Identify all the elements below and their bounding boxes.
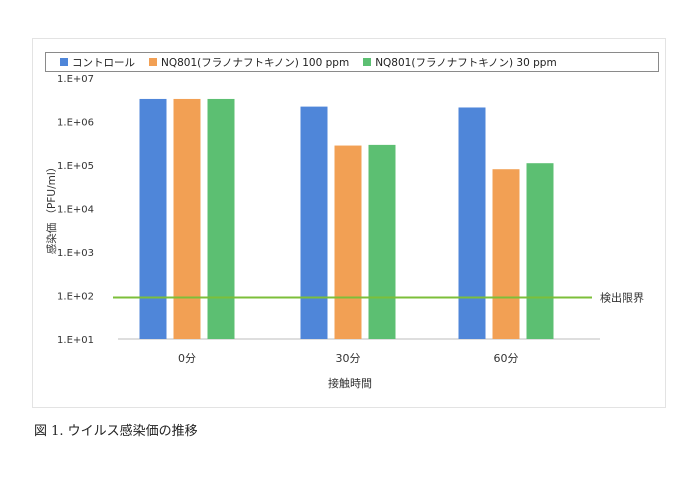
figure-caption: 図 1. ウイルス感染価の推移 <box>34 424 198 439</box>
legend-label-control: コントロール <box>72 56 135 69</box>
chart-frame <box>32 38 666 408</box>
y-axis-title: 感染価 （PFU/ml） <box>45 162 58 255</box>
legend-item-30ppm: NQ801(フラノナフトキノン) 30 ppm <box>363 55 557 70</box>
x-axis-title: 接触時間 <box>328 376 372 390</box>
x-tick-label: 60分 <box>494 352 519 365</box>
bar <box>139 98 167 339</box>
legend-swatch-control <box>60 58 68 66</box>
y-tick-label: 1.E+02 <box>57 292 94 303</box>
bar <box>207 98 235 339</box>
y-tick-label: 1.E+07 <box>57 74 94 85</box>
x-tick-label: 0分 <box>178 352 196 365</box>
bar <box>173 98 201 339</box>
legend: コントロール NQ801(フラノナフトキノン) 100 ppm NQ801(フラ… <box>45 52 659 72</box>
legend-swatch-100ppm <box>149 58 157 66</box>
legend-label-30ppm: NQ801(フラノナフトキノン) 30 ppm <box>375 56 557 69</box>
y-tick-label: 1.E+01 <box>57 335 94 346</box>
bar <box>334 145 362 339</box>
detection-limit-label: 検出限界 <box>600 290 644 304</box>
legend-item-control: コントロール <box>60 55 135 70</box>
bar <box>458 107 486 339</box>
legend-label-100ppm: NQ801(フラノナフトキノン) 100 ppm <box>161 56 350 69</box>
y-tick-label: 1.E+05 <box>57 161 94 172</box>
x-tick-label: 30分 <box>336 352 361 365</box>
legend-swatch-30ppm <box>363 58 372 66</box>
bar <box>300 106 328 339</box>
bar <box>526 163 554 339</box>
y-tick-label: 1.E+03 <box>57 248 94 259</box>
bar <box>368 144 396 339</box>
legend-item-100ppm: NQ801(フラノナフトキノン) 100 ppm <box>149 55 349 70</box>
y-tick-label: 1.E+06 <box>57 118 94 129</box>
bar <box>492 169 520 339</box>
y-tick-label: 1.E+04 <box>57 205 94 216</box>
